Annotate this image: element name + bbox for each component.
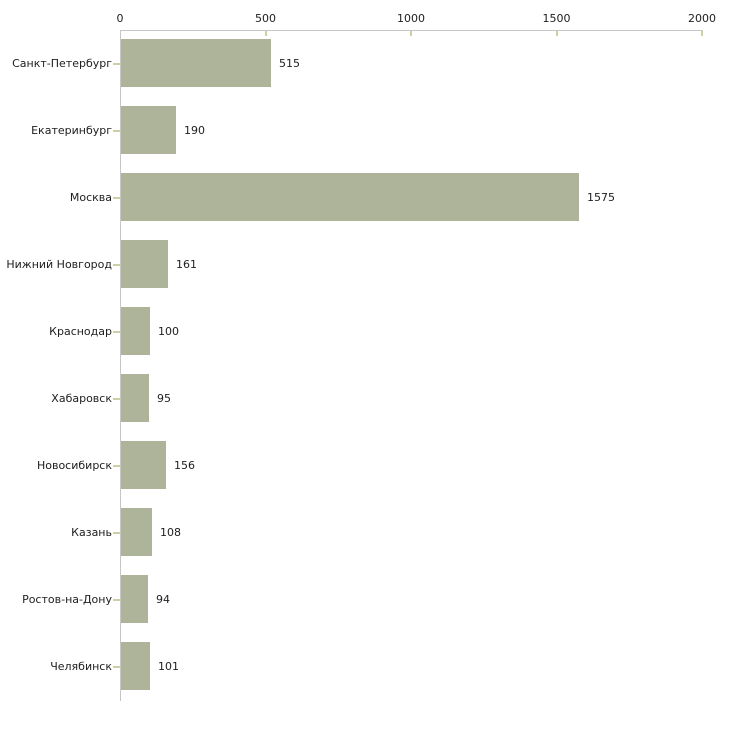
x-tick-mark [264, 31, 267, 36]
category-tick-mark [113, 130, 120, 132]
chart-row: Москва 1575 [0, 164, 730, 231]
category-label: Ростов-на-Дону [22, 593, 112, 606]
bar [121, 374, 149, 422]
x-tick-mark [410, 31, 412, 36]
category-label: Нижний Новгород [6, 258, 112, 271]
category-tick-mark [113, 532, 120, 534]
x-tick-label: 0 [116, 12, 124, 25]
value-label: 101 [158, 660, 179, 673]
bar [121, 642, 150, 690]
bar [121, 173, 579, 221]
chart-row: Новосибирск 156 [0, 432, 730, 499]
category-label: Санкт-Петербург [12, 57, 112, 70]
category-tick-mark [113, 465, 120, 467]
category-label: Хабаровск [51, 392, 112, 405]
x-tick-label: 500 [255, 12, 276, 25]
category-tick-mark [113, 264, 120, 266]
category-tick-mark [113, 599, 120, 601]
bar [121, 508, 152, 556]
bar [121, 307, 150, 355]
category-tick-mark [113, 63, 120, 65]
category-label: Екатеринбург [31, 124, 112, 137]
chart-row: Хабаровск 95 [0, 365, 730, 432]
category-label: Краснодар [49, 325, 112, 338]
bar [121, 106, 176, 154]
x-tick-label: 1000 [397, 12, 425, 25]
chart-row: Челябинск 101 [0, 633, 730, 700]
chart-row: Краснодар 100 [0, 298, 730, 365]
bar [121, 441, 166, 489]
value-label: 190 [184, 124, 205, 137]
category-tick-mark [113, 666, 120, 668]
value-label: 94 [156, 593, 170, 606]
category-label: Новосибирск [36, 459, 112, 472]
value-label: 108 [160, 526, 181, 539]
value-label: 1575 [587, 191, 615, 204]
value-label: 156 [174, 459, 195, 472]
value-label: 100 [158, 325, 179, 338]
category-label: Москва [69, 191, 112, 204]
x-axis-line [120, 30, 703, 31]
x-tick-mark [555, 31, 558, 36]
x-tick-label: 2000 [688, 12, 716, 25]
chart-row: Екатеринбург 190 [0, 97, 730, 164]
category-label: Казань [71, 526, 112, 539]
bar [121, 240, 168, 288]
chart-row: Нижний Новгород 161 [0, 231, 730, 298]
category-tick-mark [113, 197, 120, 199]
chart-row: Санкт-Петербург 515 [0, 30, 730, 97]
x-tick-label: 1500 [542, 12, 571, 25]
category-tick-mark [113, 398, 120, 400]
bar [121, 39, 271, 87]
chart-row: Казань 108 [0, 499, 730, 566]
category-label: Челябинск [50, 660, 112, 673]
category-tick-mark [113, 331, 120, 333]
value-label: 161 [176, 258, 197, 271]
value-label: 95 [157, 392, 171, 405]
value-label: 515 [279, 57, 300, 70]
chart-row: Ростов-на-Дону 94 [0, 566, 730, 633]
y-axis-line [120, 30, 121, 701]
x-tick-mark [701, 31, 703, 36]
bar [121, 575, 148, 623]
